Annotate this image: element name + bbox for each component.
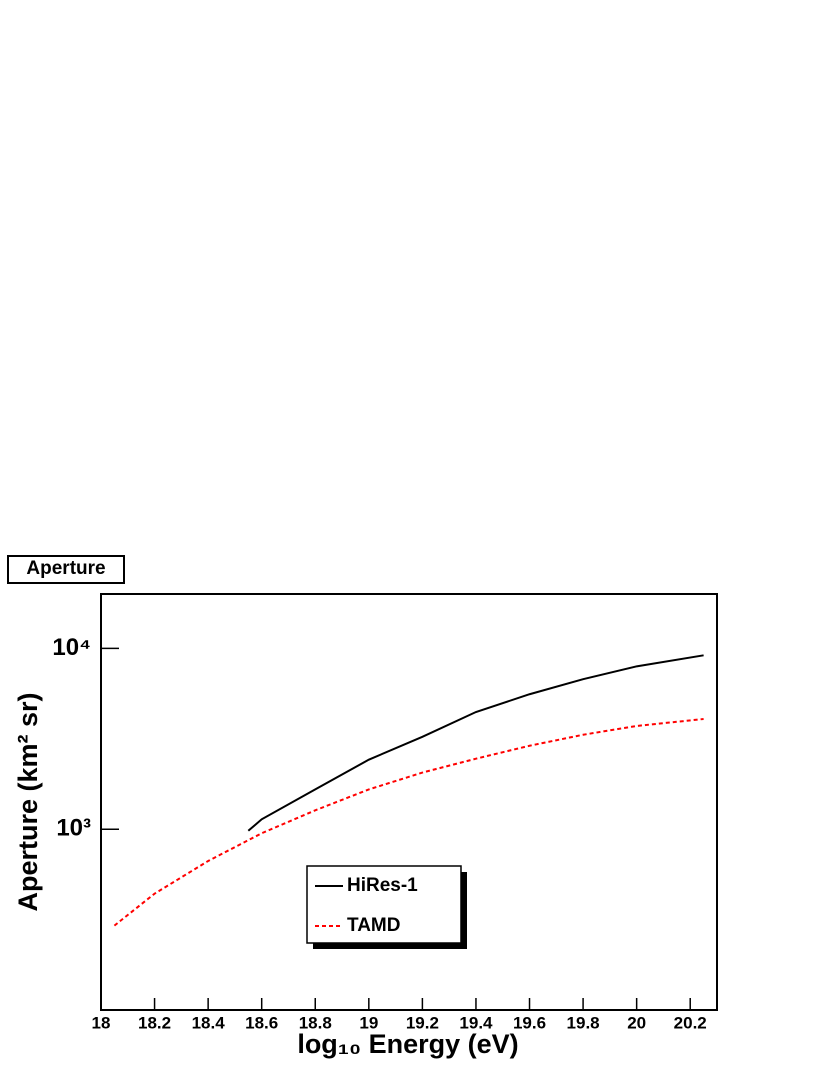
chart-title: Aperture bbox=[26, 558, 105, 579]
x-tick-label: 20.2 bbox=[674, 1013, 707, 1032]
y-tick-label: 10⁴ bbox=[52, 634, 91, 661]
x-tick-label: 18.8 bbox=[299, 1013, 332, 1032]
y-axis-title: Aperture (km² sr) bbox=[13, 692, 43, 911]
series-line bbox=[113, 718, 704, 927]
x-tick-label: 19.8 bbox=[567, 1013, 600, 1032]
legend bbox=[306, 865, 462, 944]
x-tick-label: 18.6 bbox=[245, 1013, 278, 1032]
y-tick-label: 10³ bbox=[56, 815, 91, 842]
plot-frame bbox=[100, 593, 718, 1011]
x-tick-label: 18.4 bbox=[192, 1013, 226, 1032]
x-tick-label: 19 bbox=[359, 1013, 378, 1032]
x-tick-label: 19.4 bbox=[459, 1013, 493, 1032]
x-tick-label: 18 bbox=[92, 1013, 111, 1032]
x-tick-label: 20 bbox=[627, 1013, 646, 1032]
series-line bbox=[247, 654, 704, 832]
x-axis-title: log₁₀ Energy (eV) bbox=[297, 1029, 518, 1059]
title-box bbox=[7, 555, 125, 584]
x-tick-label: 18.2 bbox=[138, 1013, 171, 1032]
x-tick-label: 19.6 bbox=[513, 1013, 546, 1032]
x-tick-label: 19.2 bbox=[406, 1013, 439, 1032]
legend-label: TAMD bbox=[347, 915, 400, 936]
legend-label: HiRes-1 bbox=[347, 875, 418, 896]
